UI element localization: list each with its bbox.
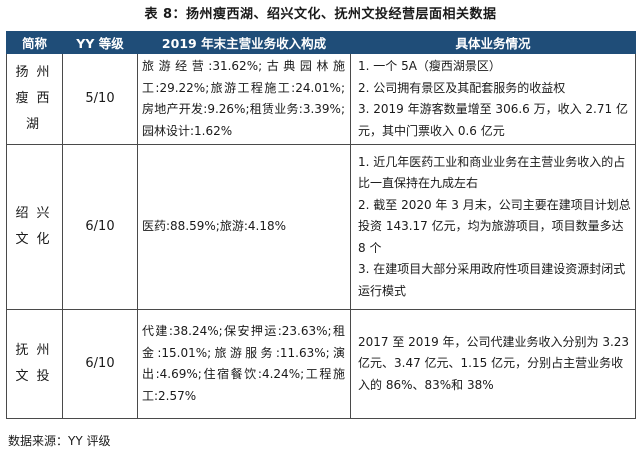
detail-item: 3. 在建项目大部分采用政府性项目建设资源封闭式运行模式 [358,262,626,298]
detail-item: 1. 近几年医药工业和商业业务在主营业务收入的占比一直保持在九成左右 [358,154,626,191]
detail-item: 2. 截至 2020 年 3 月末，公司主要在建项目计划总投资 143.17 亿… [358,197,631,255]
detail-item: 1. 一个 5A（瘦西湖景区） [358,59,501,73]
business-details: 1. 一个 5A（瘦西湖景区） 2. 公司拥有景区及其配套服务的收益权 3. 2… [350,53,636,145]
detail-item: 2. 公司拥有景区及其配套服务的收益权 [358,80,566,95]
company-name: 扬州瘦西湖 [6,53,63,145]
company-name: 绍兴文化 [6,144,63,310]
header-details: 具体业务情况 [350,31,636,54]
table-row: 扬州瘦西湖 5/10 旅游经营:31.62%;古典园林施工:29.22%;旅游工… [6,53,636,145]
company-grade: 6/10 [62,144,138,310]
detail-item: 3. 2019 年游客数量增至 306.6 万，收入 2.71 亿元，其中门票收… [358,102,628,138]
table-row: 抚州文投 6/10 代建:38.24%;保安押运:23.63%;租金:15.01… [6,309,636,419]
data-source-note: 数据来源：YY 评级 [8,434,111,448]
company-grade: 6/10 [62,309,138,419]
revenue-composition: 医药:88.59%;旅游:4.18% [137,144,351,310]
table-header-row: 简称 YY 等级 2019 年末主营业务收入构成 具体业务情况 [6,31,636,54]
table-row: 绍兴文化 6/10 医药:88.59%;旅游:4.18% 1. 近几年医药工业和… [6,144,636,310]
detail-item: 2017 至 2019 年，公司代建业务收入分别为 3.23 亿元、3.47 亿… [358,334,630,392]
company-grade: 5/10 [62,53,138,145]
table-title: 表 8：扬州瘦西湖、绍兴文化、抚州文投经营层面相关数据 [144,7,497,22]
data-table: 简称 YY 等级 2019 年末主营业务收入构成 具体业务情况 扬州瘦西湖 5/… [6,31,636,419]
header-name: 简称 [6,31,63,54]
revenue-composition: 代建:38.24%;保安押运:23.63%;租金:15.01%;旅游服务:11.… [137,309,351,419]
business-details: 1. 近几年医药工业和商业业务在主营业务收入的占比一直保持在九成左右 2. 截至… [350,144,636,310]
business-details: 2017 至 2019 年，公司代建业务收入分别为 3.23 亿元、3.47 亿… [350,309,636,419]
company-name: 抚州文投 [6,309,63,419]
header-grade: YY 等级 [62,31,138,54]
revenue-composition: 旅游经营:31.62%;古典园林施工:29.22%;旅游工程施工:24.01%;… [137,53,351,145]
header-composition: 2019 年末主营业务收入构成 [137,31,351,54]
